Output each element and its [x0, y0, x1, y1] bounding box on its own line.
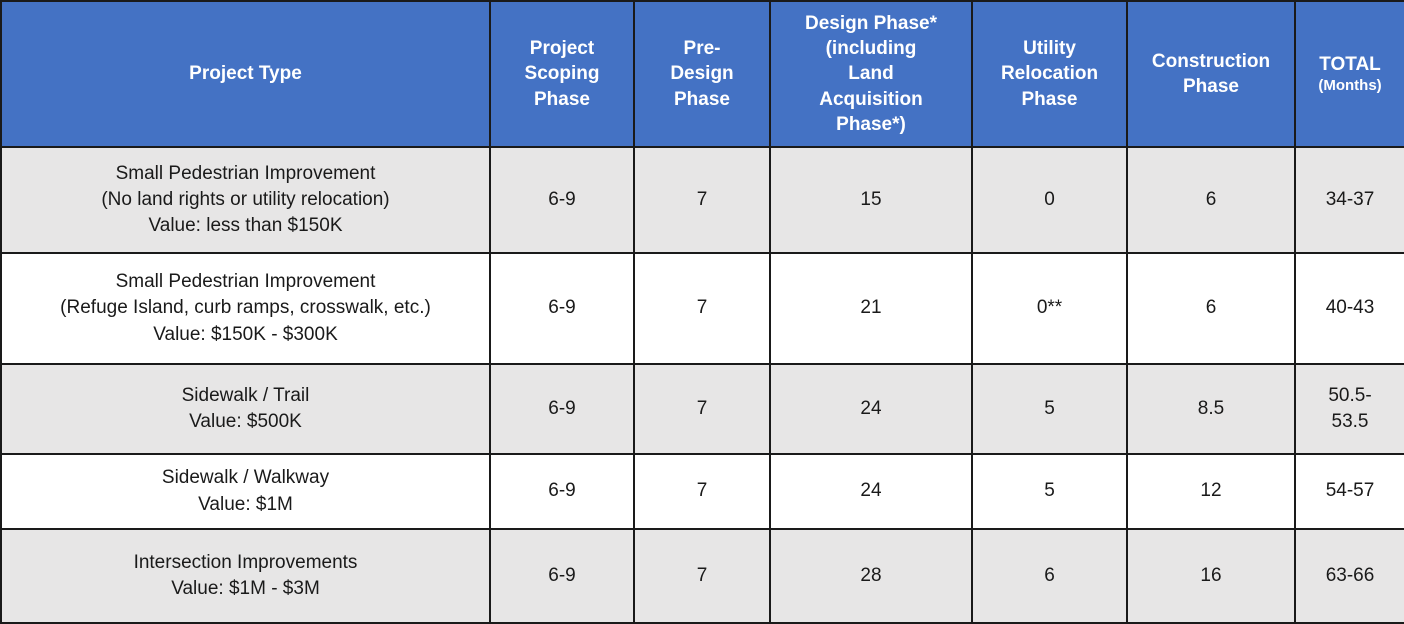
cell-utility-relocation: 0** — [971, 252, 1128, 365]
col-header-pre-design-phase: Pre- Design Phase — [633, 0, 771, 148]
col-header-design-phase: Design Phase* (including Land Acquisitio… — [769, 0, 973, 148]
col-header-project-scoping-phase: Project Scoping Phase — [489, 0, 635, 148]
col-header-total-months: TOTAL (Months) — [1294, 0, 1404, 148]
cell-total: 50.5- 53.5 — [1294, 363, 1404, 455]
cell-project-scoping: 6-9 — [489, 146, 635, 254]
cell-utility-relocation: 0 — [971, 146, 1128, 254]
cell-total: 63-66 — [1294, 528, 1404, 624]
cell-design: 15 — [769, 146, 973, 254]
cell-total: 34-37 — [1294, 146, 1404, 254]
table-row-small-pedestrian-no-land-rights: Small Pedestrian Improvement (No land ri… — [0, 146, 1404, 254]
table-body: Small Pedestrian Improvement (No land ri… — [0, 146, 1404, 624]
table-header: Project Type Project Scoping Phase Pre- … — [0, 0, 1404, 148]
cell-utility-relocation: 6 — [971, 528, 1128, 624]
cell-design: 21 — [769, 252, 973, 365]
cell-construction: 6 — [1126, 146, 1296, 254]
cell-construction: 6 — [1126, 252, 1296, 365]
cell-total: 40-43 — [1294, 252, 1404, 365]
cell-project-type: Intersection Improvements Value: $1M - $… — [0, 528, 491, 624]
cell-pre-design: 7 — [633, 146, 771, 254]
cell-project-scoping: 6-9 — [489, 528, 635, 624]
cell-utility-relocation: 5 — [971, 453, 1128, 530]
cell-construction: 16 — [1126, 528, 1296, 624]
table-row-intersection-improvements: Intersection Improvements Value: $1M - $… — [0, 528, 1404, 624]
cell-project-scoping: 6-9 — [489, 453, 635, 530]
col-header-project-type: Project Type — [0, 0, 491, 148]
cell-construction: 8.5 — [1126, 363, 1296, 455]
cell-pre-design: 7 — [633, 252, 771, 365]
cell-design: 28 — [769, 528, 973, 624]
cell-project-type: Sidewalk / Trail Value: $500K — [0, 363, 491, 455]
cell-construction: 12 — [1126, 453, 1296, 530]
cell-pre-design: 7 — [633, 363, 771, 455]
cell-pre-design: 7 — [633, 453, 771, 530]
total-label: TOTAL — [1319, 54, 1381, 76]
table-row-sidewalk-trail: Sidewalk / Trail Value: $500K 6-9 7 24 5… — [0, 363, 1404, 455]
cell-design: 24 — [769, 363, 973, 455]
cell-project-scoping: 6-9 — [489, 363, 635, 455]
col-header-construction-phase: Construction Phase — [1126, 0, 1296, 148]
table-row-small-pedestrian-refuge-island: Small Pedestrian Improvement (Refuge Isl… — [0, 252, 1404, 365]
header-row: Project Type Project Scoping Phase Pre- … — [0, 0, 1404, 148]
cell-design: 24 — [769, 453, 973, 530]
cell-project-type: Sidewalk / Walkway Value: $1M — [0, 453, 491, 530]
cell-project-type: Small Pedestrian Improvement (No land ri… — [0, 146, 491, 254]
cell-total: 54-57 — [1294, 453, 1404, 530]
cell-project-scoping: 6-9 — [489, 252, 635, 365]
total-months-sublabel: (Months) — [1318, 77, 1382, 95]
table-row-sidewalk-walkway: Sidewalk / Walkway Value: $1M 6-9 7 24 5… — [0, 453, 1404, 530]
cell-pre-design: 7 — [633, 528, 771, 624]
cell-project-type: Small Pedestrian Improvement (Refuge Isl… — [0, 252, 491, 365]
cell-utility-relocation: 5 — [971, 363, 1128, 455]
col-header-utility-relocation-phase: Utility Relocation Phase — [971, 0, 1128, 148]
